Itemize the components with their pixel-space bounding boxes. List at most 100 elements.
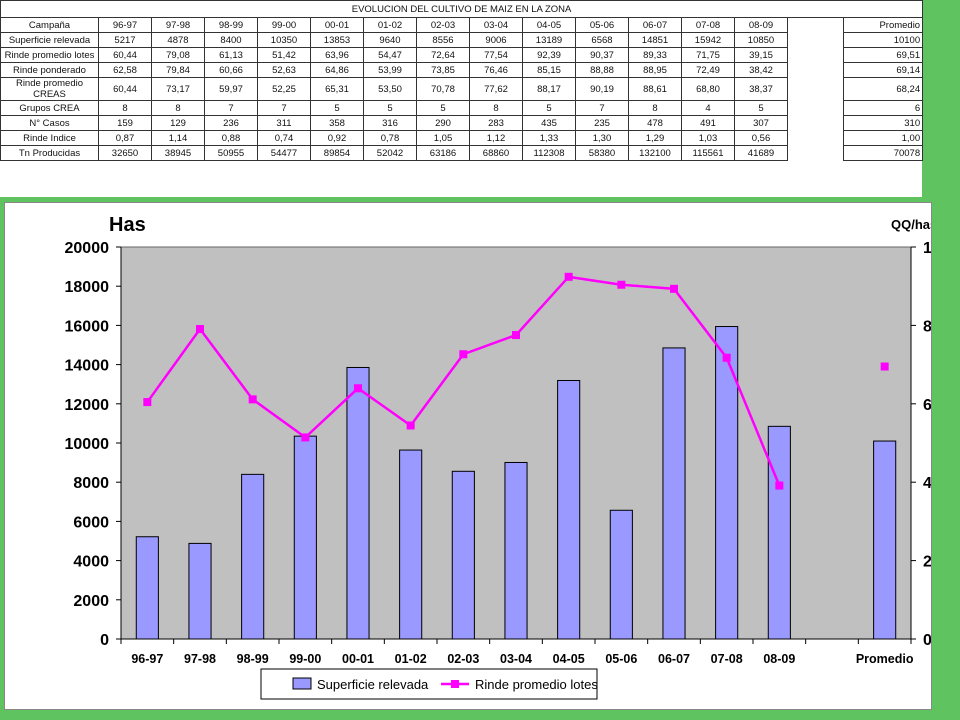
table-cell: 54477	[257, 145, 311, 161]
table-cell: 38,42	[734, 62, 788, 78]
table-cell: 68860	[469, 145, 523, 161]
x-tick-label: 97-98	[184, 652, 216, 666]
bar	[241, 473, 265, 640]
table-cell: 8	[469, 100, 523, 116]
table-cell: 54,47	[363, 47, 417, 63]
table-cell: 38,37	[734, 77, 788, 101]
table-cell: 10850	[734, 32, 788, 48]
table-row: Rinde promedio CREAS 60,44 73,17 59,97 52,25…	[0, 77, 924, 101]
row-label: Rinde promedio CREAS	[0, 77, 99, 101]
row-label: Tn Producidas	[0, 145, 99, 161]
spacer-cell	[787, 115, 844, 131]
table-cell: 7	[257, 100, 311, 116]
table-cell: 0,87	[98, 130, 152, 146]
series-point	[143, 398, 152, 407]
table-cell: 7	[575, 100, 629, 116]
table-cell: 77,54	[469, 47, 523, 63]
column-header: 98-99	[204, 17, 258, 33]
table-row: Rinde Indice 0,87 1,14 0,88 0,74 0,92 0,78 1,05…	[0, 130, 924, 146]
series-point	[196, 325, 204, 334]
table-cell: 63186	[416, 145, 470, 161]
table-cell: 79,08	[151, 47, 205, 63]
table-cell: 1,05	[416, 130, 470, 146]
stats-table: EVOLUCION DEL CULTIVO DE MAIZ EN LA ZONA…	[0, 0, 924, 161]
x-tick-label: 05-06	[605, 652, 637, 666]
bar	[557, 379, 581, 640]
table-cell: 73,17	[151, 77, 205, 101]
row-label: Rinde promedio lotes	[0, 47, 99, 63]
table-cell: 0,92	[310, 130, 364, 146]
table-cell: 72,64	[416, 47, 470, 63]
table-cell: 1,29	[628, 130, 682, 146]
table-cell: 65,31	[310, 77, 364, 101]
series-point	[248, 395, 257, 404]
series-point	[617, 280, 626, 289]
table-cell: 6568	[575, 32, 629, 48]
table-cell: 435	[522, 115, 576, 131]
spacer-cell	[787, 17, 844, 33]
legend-swatch-bar	[292, 677, 312, 690]
table-cell: 58380	[575, 145, 629, 161]
table-cell: 9640	[363, 32, 417, 48]
left-tick-label: 0	[100, 632, 109, 649]
table-header-row: Campaña 96-97 97-98 98-99 99-00 00-01 01-02 02-…	[0, 17, 924, 33]
stats-table-container: EVOLUCION DEL CULTIVO DE MAIZ EN LA ZONA…	[0, 0, 924, 197]
table-cell: 62,58	[98, 62, 152, 78]
column-header: 06-07	[628, 17, 682, 33]
left-tick-label: 16000	[65, 318, 110, 335]
series-point	[880, 362, 889, 371]
table-cell: 13853	[310, 32, 364, 48]
table-cell: 88,17	[522, 77, 576, 101]
table-cell: 52,25	[257, 77, 311, 101]
table-cell: 88,95	[628, 62, 682, 78]
right-tick-label: 80	[923, 318, 931, 335]
row-label: Superficie relevada	[0, 32, 99, 48]
table-cell: 88,88	[575, 62, 629, 78]
promedio-cell: 69,14	[842, 62, 924, 78]
bar	[767, 425, 791, 640]
table-cell: 89,33	[628, 47, 682, 63]
table-cell: 1,14	[151, 130, 205, 146]
table-cell: 72,49	[681, 62, 735, 78]
series-point	[354, 384, 362, 393]
right-tick-label: 20	[923, 554, 931, 571]
table-cell: 478	[628, 115, 682, 131]
header-label: Campaña	[0, 17, 99, 33]
promedio-cell: 70078	[842, 145, 924, 161]
table-cell: 77,62	[469, 77, 523, 101]
table-cell: 7	[204, 100, 258, 116]
x-tick-label: 00-01	[342, 652, 374, 666]
table-row: Superficie relevada 5217 4878 8400 10350 1385…	[0, 32, 924, 48]
table-cell: 53,50	[363, 77, 417, 101]
column-header: 04-05	[522, 17, 576, 33]
table-cell: 9006	[469, 32, 523, 48]
right-tick-label: 0	[923, 632, 931, 649]
table-cell: 8	[151, 100, 205, 116]
legend-box	[260, 668, 598, 700]
table-cell: 129	[151, 115, 205, 131]
left-tick-label: 12000	[65, 397, 110, 414]
table-cell: 8	[628, 100, 682, 116]
table-title: EVOLUCION DEL CULTIVO DE MAIZ EN LA ZONA	[0, 0, 924, 18]
table-cell: 235	[575, 115, 629, 131]
spacer-cell	[787, 145, 844, 161]
bar	[873, 440, 897, 640]
table-cell: 311	[257, 115, 311, 131]
x-tick-label: 01-02	[395, 652, 427, 666]
x-tick-label: 03-04	[500, 652, 532, 666]
bar	[399, 449, 423, 640]
table-cell: 307	[734, 115, 788, 131]
bar	[451, 470, 475, 640]
x-tick-label: 99-00	[289, 652, 321, 666]
chart-frame: 0 2000 4000 6000 8000 10000 12000 14000 16000 180…	[4, 202, 932, 710]
table-cell: 71,75	[681, 47, 735, 63]
left-tick-label: 14000	[65, 358, 110, 375]
table-row: Rinde ponderado 62,58 79,84 60,66 52,63 64,86…	[0, 62, 924, 78]
row-label: Rinde ponderado	[0, 62, 99, 78]
x-tick-label: 06-07	[658, 652, 690, 666]
bar	[293, 435, 317, 640]
series-point	[775, 481, 784, 490]
promedio-cell: 68,24	[842, 77, 924, 101]
table-cell: 60,66	[204, 62, 258, 78]
promedio-header: Promedio	[842, 17, 924, 33]
